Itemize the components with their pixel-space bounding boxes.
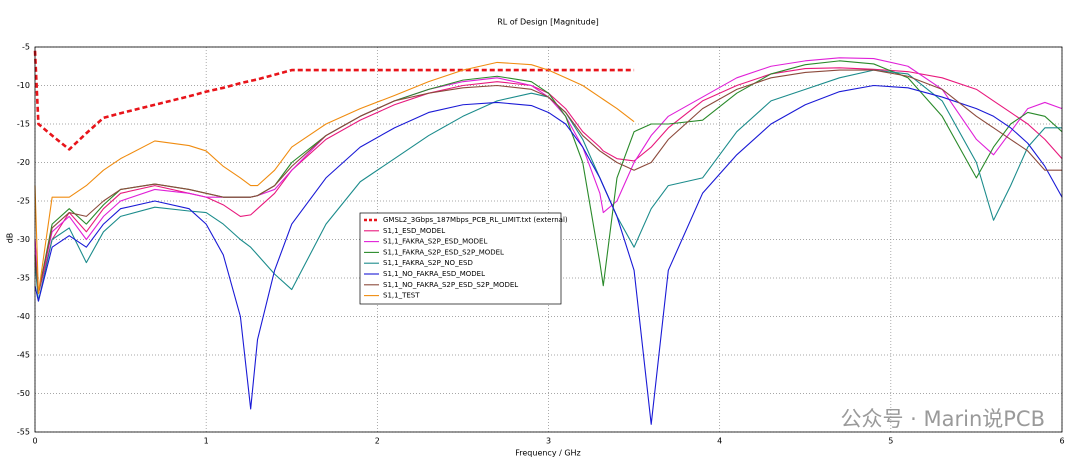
series-line bbox=[34, 61, 635, 294]
y-tick-label: -40 bbox=[17, 312, 30, 321]
series-line bbox=[33, 50, 635, 151]
y-tick-label: -30 bbox=[17, 235, 30, 244]
x-axis-label: Frequency / GHz bbox=[515, 449, 581, 458]
chart-title: RL of Design [Magnitude] bbox=[497, 18, 599, 27]
y-tick-label: -50 bbox=[17, 389, 30, 398]
x-tick-label: 1 bbox=[204, 437, 209, 446]
y-tick-label: -20 bbox=[17, 158, 30, 167]
y-tick-label: -35 bbox=[17, 274, 30, 283]
legend-label: S1,1_NO_FAKRA_ESD_MODEL bbox=[383, 270, 485, 278]
y-tick-label: -55 bbox=[17, 428, 30, 437]
x-tick-label: 6 bbox=[1059, 437, 1064, 446]
x-tick-label: 2 bbox=[375, 437, 380, 446]
legend-label: S1,1_FAKRA_S2P_ESD_S2P_MODEL bbox=[383, 248, 504, 256]
legend: GMSL2_3Gbps_187Mbps_PCB_RL_LIMIT.txt (ex… bbox=[359, 212, 568, 305]
series-line bbox=[34, 69, 1062, 302]
plot-area bbox=[33, 50, 1063, 425]
y-tick-label: -25 bbox=[17, 197, 30, 206]
x-tick-label: 0 bbox=[32, 437, 37, 446]
legend-label: GMSL2_3Gbps_187Mbps_PCB_RL_LIMIT.txt (ex… bbox=[383, 216, 568, 224]
x-tick-label: 3 bbox=[546, 437, 551, 446]
legend-label: S1,1_NO_FAKRA_S2P_ESD_S2P_MODEL bbox=[383, 281, 518, 289]
x-tick-label: 4 bbox=[717, 437, 722, 446]
legend-label: S1,1_TEST bbox=[383, 292, 420, 300]
y-tick-label: -10 bbox=[17, 81, 30, 90]
y-tick-label: -15 bbox=[17, 120, 30, 129]
x-tick-label: 5 bbox=[888, 437, 893, 446]
y-axis-label: dB bbox=[6, 233, 15, 244]
series-line bbox=[34, 57, 1063, 294]
y-tick-label: -45 bbox=[17, 351, 30, 360]
series-line bbox=[34, 69, 1062, 294]
series-line bbox=[34, 84, 1063, 425]
legend-box bbox=[359, 212, 562, 305]
legend-label: S1,1_ESD_MODEL bbox=[383, 227, 445, 235]
legend-label: S1,1_FAKRA_S2P_ESD_MODEL bbox=[383, 238, 487, 246]
watermark: 公众号 · Marin说PCB bbox=[840, 407, 1045, 431]
y-tick-label: -5 bbox=[22, 43, 30, 52]
legend-label: S1,1_FAKRA_S2P_NO_ESD bbox=[383, 259, 473, 267]
plot-frame bbox=[34, 46, 1063, 433]
